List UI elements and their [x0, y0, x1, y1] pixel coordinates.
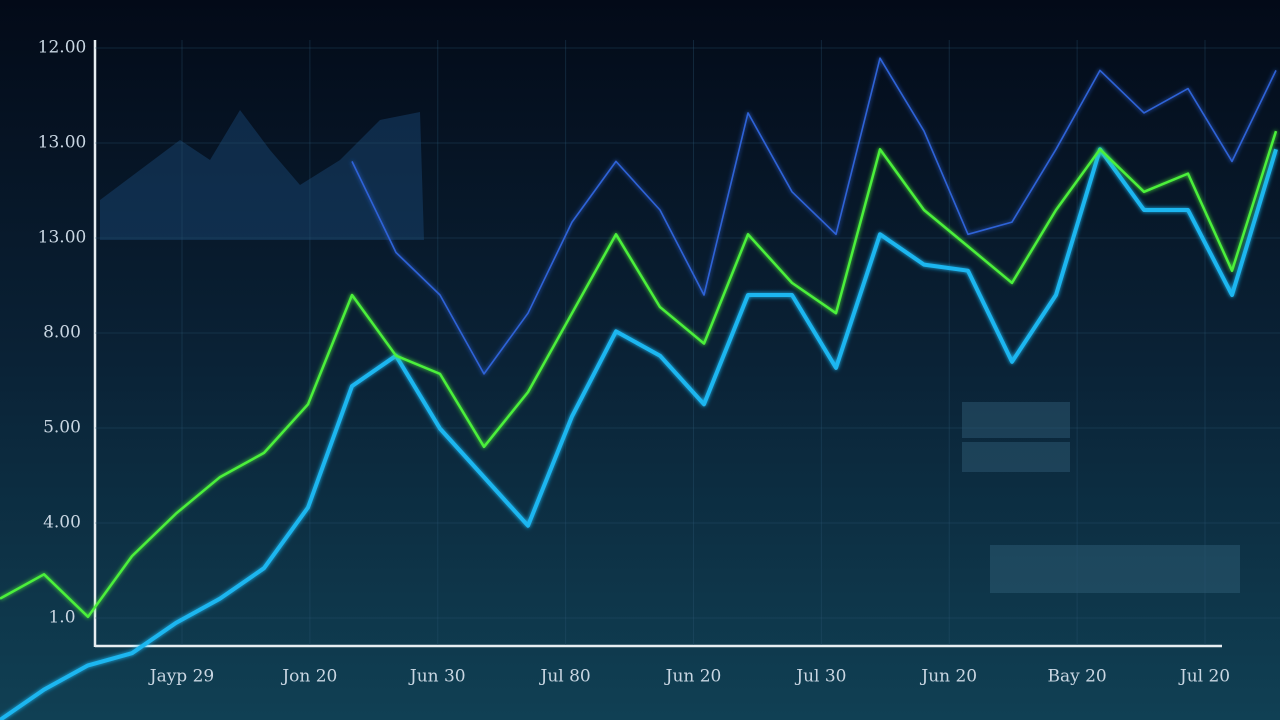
series-line [0, 147, 1278, 720]
y-label: 13.00 [38, 133, 87, 153]
decor-bars [962, 402, 1240, 593]
y-label: 5.00 [43, 418, 81, 438]
x-tick-label: Jul 20 [1178, 667, 1230, 687]
y-label: 8.00 [43, 323, 81, 343]
x-tick-label: Jun 20 [919, 667, 977, 687]
x-tick-label: Jul 80 [539, 667, 591, 687]
x-tick-label: Jayp 29 [148, 667, 214, 687]
x-tick-label: Jun 30 [408, 667, 466, 687]
y-label: 12.00 [38, 38, 87, 58]
y-label: 1.0 [48, 608, 75, 628]
x-tick-label: Jul 30 [794, 667, 846, 687]
x-tick-label: Bay 20 [1047, 667, 1106, 687]
series-line [351, 57, 1277, 375]
y-label: 4.00 [43, 513, 81, 533]
y-label: 13.00 [38, 228, 87, 248]
x-tick-label: Jon 20 [280, 667, 337, 687]
series-line [0, 130, 1278, 619]
decor-area [100, 110, 424, 240]
x-tick-label: Jun 20 [664, 667, 722, 687]
